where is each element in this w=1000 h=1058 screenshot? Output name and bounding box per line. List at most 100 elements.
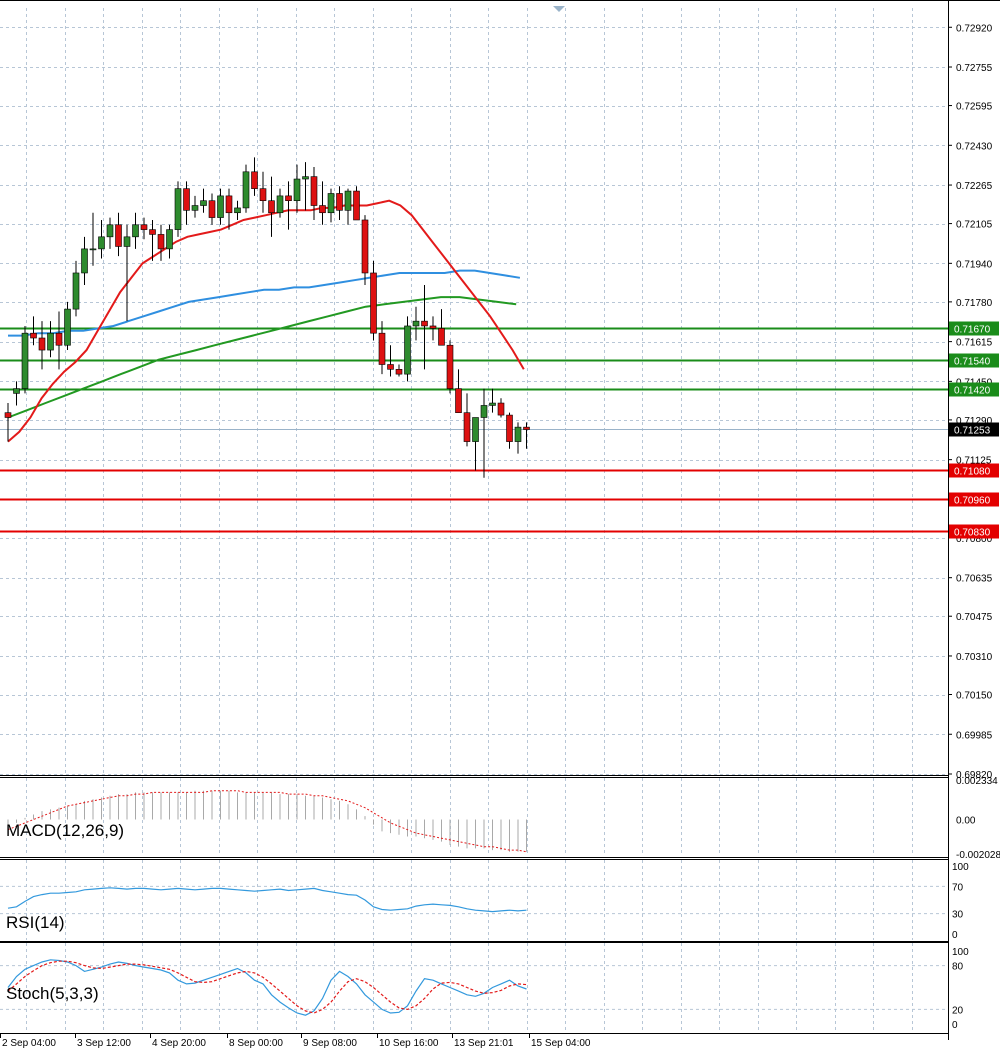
price-levels xyxy=(0,327,948,533)
bull-candle xyxy=(200,200,207,206)
bull-candle xyxy=(480,405,488,418)
macd-signal-line xyxy=(7,790,527,853)
price-tick-label: 0.71125 xyxy=(956,456,992,467)
bear-candle xyxy=(4,412,12,418)
bear-candle xyxy=(438,328,445,346)
bear-candle xyxy=(497,402,505,416)
time-tick-label: 2 Sep 04:00 xyxy=(2,1038,56,1049)
bear-candle xyxy=(523,426,530,430)
price-tick-label: 0.72265 xyxy=(956,181,993,192)
rsi-panel xyxy=(0,885,948,915)
bear-candle xyxy=(429,325,437,329)
bull-candle xyxy=(293,178,301,202)
panel-frames xyxy=(0,0,1000,1034)
bear-candle xyxy=(378,332,386,365)
bull-candle xyxy=(489,402,496,406)
bull-candle xyxy=(217,195,224,218)
bull-candle xyxy=(64,308,71,346)
stoch-signal-line xyxy=(7,960,527,1014)
candlesticks xyxy=(4,157,530,478)
ma-slow-line xyxy=(7,296,517,419)
stoch-tick-label: 0 xyxy=(952,1020,958,1031)
ma-fast-line xyxy=(7,199,525,443)
bull-candle xyxy=(302,176,309,180)
bear-candle xyxy=(183,188,190,211)
price-tick-label: 0.70475 xyxy=(956,612,993,623)
support-level-tag xyxy=(949,463,999,478)
bull-candle xyxy=(21,332,29,389)
stoch-tick-label: 80 xyxy=(952,962,964,973)
bull-candle xyxy=(242,171,250,209)
bear-candle xyxy=(157,234,165,250)
time-axis: 2 Sep 04:00 3 Sep 12:00 4 Sep 20:00 8 Sep 0… xyxy=(0,1034,591,1049)
price-tick-label: 0.72105 xyxy=(956,220,993,231)
ma-mid-line xyxy=(8,269,521,337)
time-tick-label: 4 Sep 20:00 xyxy=(152,1038,206,1049)
resistance-level-tag xyxy=(949,382,999,397)
bear-candle xyxy=(285,195,292,202)
bear-candle xyxy=(395,369,403,375)
bear-candle xyxy=(310,176,318,206)
bear-candle xyxy=(370,272,377,334)
price-tick-label: 0.70635 xyxy=(956,574,993,585)
moving-averages xyxy=(7,199,525,443)
bull-candle xyxy=(106,224,114,238)
bull-candle xyxy=(123,236,131,247)
bull-candle xyxy=(514,426,522,442)
rsi-tick-label: 100 xyxy=(952,862,969,873)
current-price-tag xyxy=(949,422,999,437)
rsi-label: RSI(14) xyxy=(6,913,65,932)
macd-tick-label: 0.00 xyxy=(956,816,976,827)
stoch-tick-label: 20 xyxy=(952,1005,964,1016)
price-tick-label: 0.72920 xyxy=(956,23,993,34)
bull-candle xyxy=(234,207,241,214)
scroll-marker-icon[interactable] xyxy=(553,6,565,12)
rsi-tick-label: 70 xyxy=(952,882,964,893)
rsi-tick-label: 30 xyxy=(952,910,964,921)
bear-candle xyxy=(361,219,369,274)
bear-candle xyxy=(421,320,428,327)
time-tick-label: 13 Sep 21:01 xyxy=(454,1038,514,1049)
stoch-tick-label: 100 xyxy=(952,947,969,958)
support-level-label: 0.70830 xyxy=(954,528,991,539)
price-tick-label: 0.69985 xyxy=(956,730,993,741)
price-tick-label: 0.72755 xyxy=(956,63,993,74)
macd-panel xyxy=(7,790,527,853)
bull-candle xyxy=(89,248,97,251)
time-tick-label: 10 Sep 16:00 xyxy=(379,1038,439,1049)
current-price-label: 0.71253 xyxy=(954,426,991,437)
time-tick-label: 9 Sep 08:00 xyxy=(303,1038,357,1049)
bear-candle xyxy=(319,205,326,214)
price-tick-label: 0.70150 xyxy=(956,691,993,702)
support-level-label: 0.71080 xyxy=(954,467,991,478)
resistance-level-tag xyxy=(949,321,999,336)
bear-candle xyxy=(140,224,148,230)
macd-tick-label: 0.002334 xyxy=(956,776,998,787)
bull-candle xyxy=(412,320,420,327)
support-level-tag xyxy=(949,492,999,507)
bear-candle xyxy=(506,414,513,442)
bear-candle xyxy=(208,200,216,218)
bear-candle xyxy=(455,388,462,413)
stoch-label: Stoch(5,3,3) xyxy=(6,984,99,1003)
resistance-level-tag xyxy=(949,353,999,368)
bear-candle xyxy=(30,332,37,339)
bear-candle xyxy=(268,200,275,214)
bear-candle xyxy=(463,412,471,442)
bull-candle xyxy=(13,388,20,394)
price-tick-label: 0.70310 xyxy=(956,652,993,663)
time-tick-label: 3 Sep 12:00 xyxy=(77,1038,131,1049)
bear-candle xyxy=(225,195,233,214)
macd-tick-label: -0.002028 xyxy=(956,850,1000,861)
bear-candle xyxy=(336,193,343,211)
bear-candle xyxy=(446,344,454,389)
stoch-panel xyxy=(0,959,948,1016)
bear-candle xyxy=(38,337,46,351)
bull-candle xyxy=(191,205,199,211)
bull-candle xyxy=(404,325,411,375)
bull-candle xyxy=(98,236,105,250)
stoch-main-line xyxy=(7,959,527,1016)
bear-candle xyxy=(149,229,156,235)
price-tick-label: 0.71780 xyxy=(956,298,993,309)
